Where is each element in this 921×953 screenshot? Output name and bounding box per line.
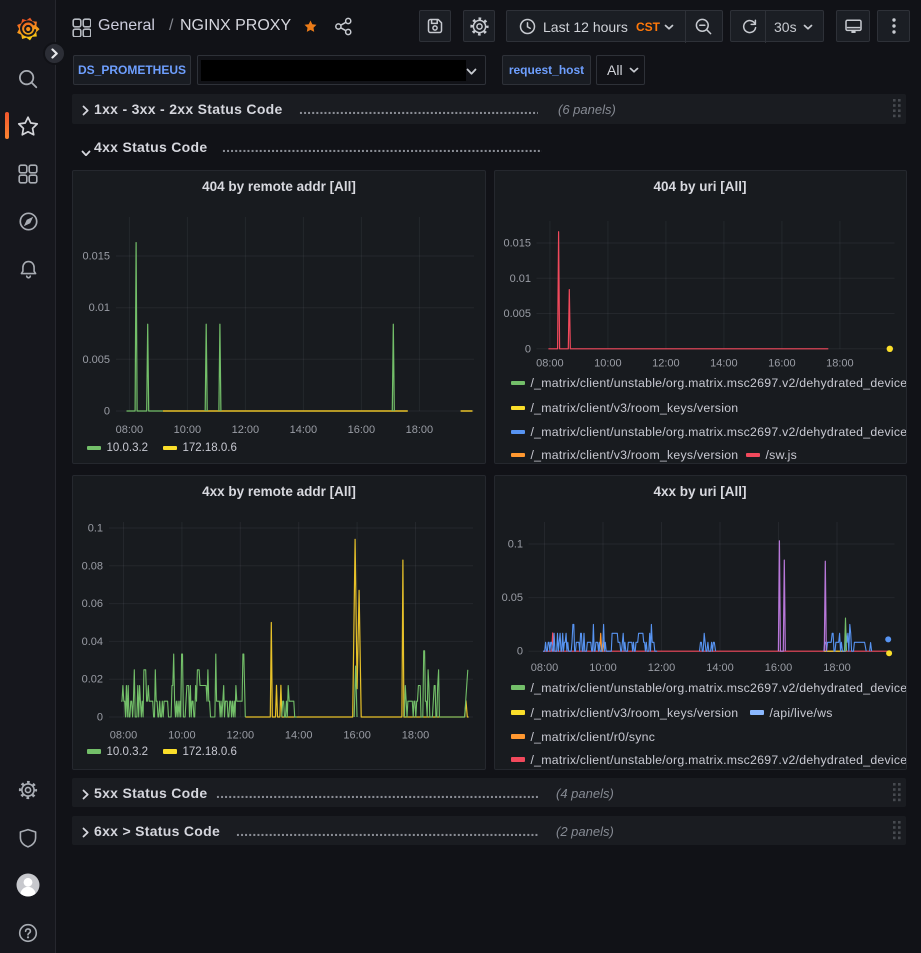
svg-text:0.05: 0.05 xyxy=(501,592,522,604)
svg-text:10:00: 10:00 xyxy=(168,729,196,741)
svg-text:0.01: 0.01 xyxy=(89,302,110,314)
svg-text:0.015: 0.015 xyxy=(82,251,110,263)
svg-text:08:00: 08:00 xyxy=(536,358,564,370)
svg-text:14:00: 14:00 xyxy=(706,662,734,674)
svg-text:12:00: 12:00 xyxy=(227,729,255,741)
svg-text:14:00: 14:00 xyxy=(285,729,313,741)
svg-text:0.06: 0.06 xyxy=(82,598,103,610)
svg-text:08:00: 08:00 xyxy=(116,424,144,436)
svg-text:0: 0 xyxy=(524,343,530,355)
svg-text:0: 0 xyxy=(104,406,110,418)
svg-text:10:00: 10:00 xyxy=(589,662,617,674)
svg-text:10:00: 10:00 xyxy=(594,358,622,370)
svg-text:14:00: 14:00 xyxy=(290,424,318,436)
svg-text:18:00: 18:00 xyxy=(823,662,851,674)
svg-text:12:00: 12:00 xyxy=(232,424,260,436)
svg-text:16:00: 16:00 xyxy=(343,729,371,741)
svg-text:12:00: 12:00 xyxy=(647,662,675,674)
svg-text:0.1: 0.1 xyxy=(88,522,103,534)
svg-text:12:00: 12:00 xyxy=(652,358,680,370)
svg-text:16:00: 16:00 xyxy=(764,662,792,674)
svg-text:16:00: 16:00 xyxy=(768,358,796,370)
svg-text:08:00: 08:00 xyxy=(110,729,138,741)
svg-text:0.005: 0.005 xyxy=(503,308,531,320)
svg-text:0.02: 0.02 xyxy=(82,673,103,685)
svg-text:18:00: 18:00 xyxy=(402,729,430,741)
svg-text:0.04: 0.04 xyxy=(82,635,103,647)
svg-text:0.015: 0.015 xyxy=(503,238,531,250)
svg-text:08:00: 08:00 xyxy=(530,662,558,674)
svg-text:18:00: 18:00 xyxy=(826,358,854,370)
svg-text:0: 0 xyxy=(97,711,103,723)
svg-text:0.005: 0.005 xyxy=(82,354,110,366)
svg-text:0.08: 0.08 xyxy=(82,560,103,572)
svg-text:0.01: 0.01 xyxy=(509,273,530,285)
svg-text:0.1: 0.1 xyxy=(507,538,522,550)
svg-text:14:00: 14:00 xyxy=(710,358,738,370)
svg-text:0: 0 xyxy=(516,645,522,657)
svg-text:10:00: 10:00 xyxy=(174,424,202,436)
svg-text:18:00: 18:00 xyxy=(406,424,434,436)
svg-text:16:00: 16:00 xyxy=(348,424,376,436)
